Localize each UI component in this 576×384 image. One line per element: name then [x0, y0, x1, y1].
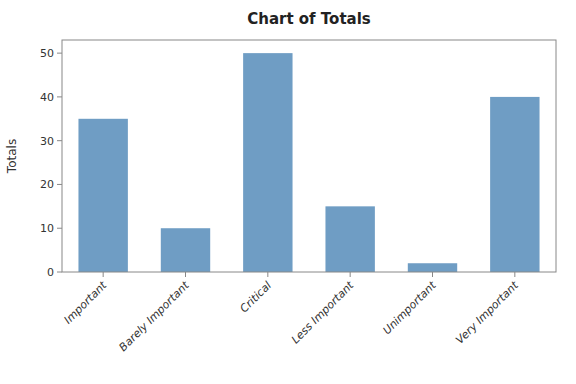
chart-title: Chart of Totals — [247, 10, 371, 28]
plot-frame — [62, 40, 556, 272]
bars — [78, 53, 539, 272]
y-tick-label: 50 — [40, 47, 54, 60]
y-tick — [57, 228, 62, 229]
chart-container: Chart of Totals Totals 0 10 20 30 40 50 Importan… — [0, 0, 576, 384]
y-tick-label: 30 — [40, 135, 54, 148]
y-tick — [57, 272, 62, 273]
x-tick-label: Less Important — [289, 278, 357, 346]
x-tick — [267, 272, 268, 277]
bar — [490, 97, 539, 272]
y-tick — [57, 53, 62, 54]
x-tick — [103, 272, 104, 277]
y-tick — [57, 140, 62, 141]
bar — [161, 228, 210, 272]
x-tick-label: Very Important — [453, 278, 521, 346]
y-tick — [57, 184, 62, 185]
x-tick-label: Critical — [238, 279, 274, 315]
x-tick-label: Important — [62, 278, 110, 326]
x-tick-label: Barely Important — [117, 278, 193, 354]
y-tick-label: 10 — [40, 222, 54, 235]
bar — [325, 206, 374, 272]
x-tick — [185, 272, 186, 277]
bar — [408, 263, 457, 272]
y-tick — [57, 96, 62, 97]
x-tick-label: Unimportant — [380, 278, 439, 337]
y-tick-label: 0 — [47, 266, 54, 279]
y-tick-label: 40 — [40, 91, 54, 104]
y-axis-label: Totals — [5, 139, 19, 174]
x-tick — [350, 272, 351, 277]
x-tick — [432, 272, 433, 277]
bar — [243, 53, 292, 272]
x-tick — [514, 272, 515, 277]
y-tick-label: 20 — [40, 178, 54, 191]
bar — [78, 119, 127, 272]
chart-svg: Chart of Totals Totals 0 10 20 30 40 50 Importan… — [0, 0, 576, 384]
